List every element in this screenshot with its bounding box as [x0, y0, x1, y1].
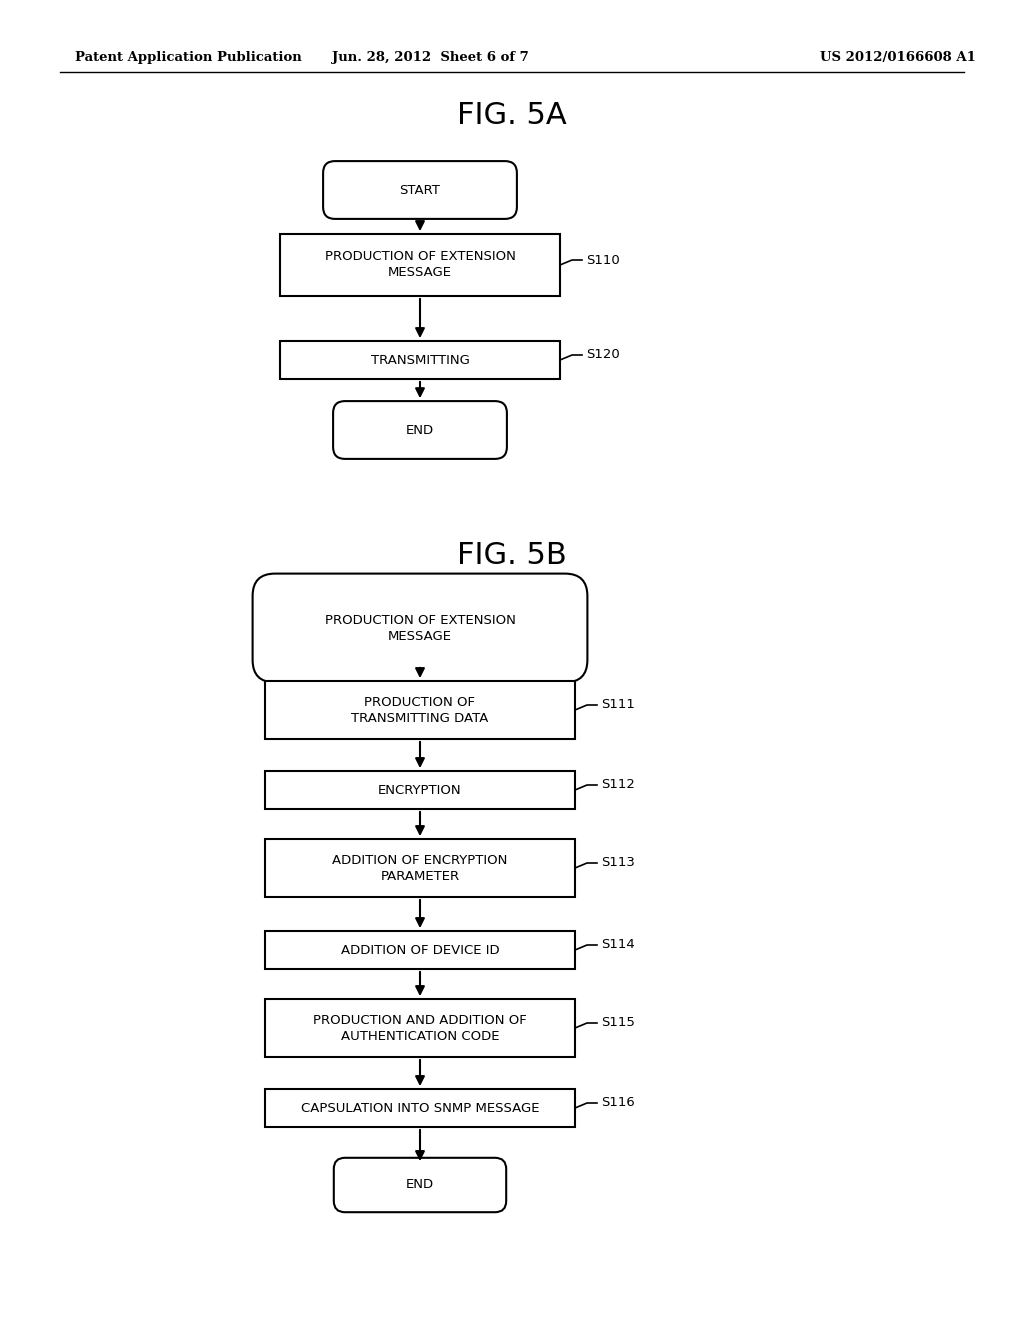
Text: S116: S116 — [601, 1097, 635, 1110]
Text: END: END — [406, 1179, 434, 1192]
Text: END: END — [406, 424, 434, 437]
FancyBboxPatch shape — [253, 574, 588, 682]
Text: Patent Application Publication: Patent Application Publication — [75, 51, 302, 65]
Text: FIG. 5B: FIG. 5B — [457, 540, 567, 569]
Text: PRODUCTION AND ADDITION OF
AUTHENTICATION CODE: PRODUCTION AND ADDITION OF AUTHENTICATIO… — [313, 1014, 527, 1043]
Text: S113: S113 — [601, 857, 635, 870]
Bar — [265, 840, 575, 898]
Text: PRODUCTION OF EXTENSION
MESSAGE: PRODUCTION OF EXTENSION MESSAGE — [325, 251, 515, 280]
Text: S112: S112 — [601, 779, 635, 792]
FancyBboxPatch shape — [324, 161, 517, 219]
Text: ADDITION OF DEVICE ID: ADDITION OF DEVICE ID — [341, 944, 500, 957]
Text: CAPSULATION INTO SNMP MESSAGE: CAPSULATION INTO SNMP MESSAGE — [301, 1101, 540, 1114]
Bar — [265, 1089, 575, 1127]
Text: S114: S114 — [601, 939, 635, 952]
Bar — [265, 999, 575, 1057]
Bar — [265, 931, 575, 969]
Text: S110: S110 — [586, 253, 620, 267]
Bar — [280, 234, 560, 296]
Text: TRANSMITTING: TRANSMITTING — [371, 354, 469, 367]
Text: US 2012/0166608 A1: US 2012/0166608 A1 — [820, 51, 976, 65]
Bar — [280, 341, 560, 379]
Text: ENCRYPTION: ENCRYPTION — [378, 784, 462, 796]
Text: ADDITION OF ENCRYPTION
PARAMETER: ADDITION OF ENCRYPTION PARAMETER — [333, 854, 508, 883]
Text: S115: S115 — [601, 1016, 635, 1030]
FancyBboxPatch shape — [333, 401, 507, 459]
Bar — [265, 771, 575, 809]
Text: START: START — [399, 183, 440, 197]
FancyBboxPatch shape — [334, 1158, 506, 1212]
Bar — [265, 681, 575, 739]
Text: PRODUCTION OF EXTENSION
MESSAGE: PRODUCTION OF EXTENSION MESSAGE — [325, 614, 515, 643]
Text: PRODUCTION OF
TRANSMITTING DATA: PRODUCTION OF TRANSMITTING DATA — [351, 696, 488, 725]
Text: FIG. 5A: FIG. 5A — [457, 100, 567, 129]
Text: Jun. 28, 2012  Sheet 6 of 7: Jun. 28, 2012 Sheet 6 of 7 — [332, 51, 528, 65]
Text: S111: S111 — [601, 698, 635, 711]
Text: S120: S120 — [586, 348, 620, 362]
